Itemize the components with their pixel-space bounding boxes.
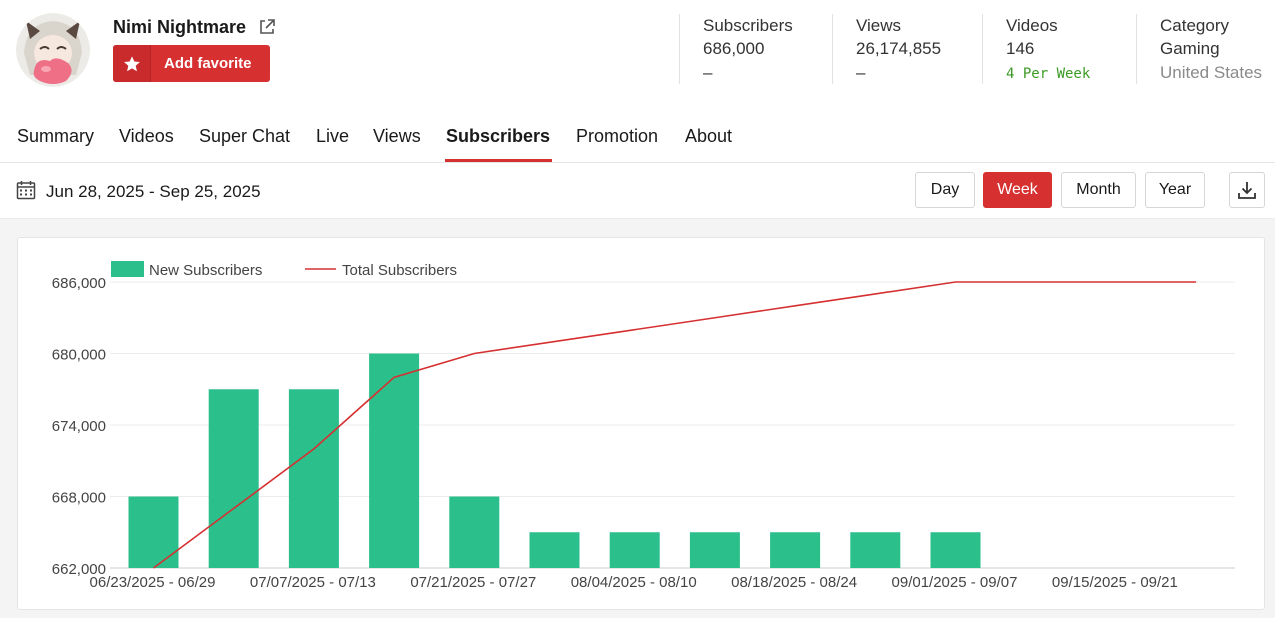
subscribers-chart-card: 686,000 680,000 674,000 668,000 662,000 06/23… xyxy=(17,237,1265,610)
range-year-button[interactable]: Year xyxy=(1145,172,1205,208)
add-favorite-label: Add favorite xyxy=(164,55,252,72)
download-icon xyxy=(1238,182,1256,199)
tab-bar: Summary Videos Super Chat Live Views Sub… xyxy=(0,110,1275,163)
bar-new-subscribers xyxy=(609,532,660,568)
bar-new-subscribers xyxy=(208,389,259,568)
y-tick-label: 668,000 xyxy=(52,490,106,507)
bar-new-subscribers xyxy=(128,496,179,568)
x-tick-label: 06/23/2025 - 06/29 xyxy=(90,574,216,591)
stat-value: Gaming xyxy=(1160,39,1220,58)
range-week-button[interactable]: Week xyxy=(983,172,1052,208)
tab-live[interactable]: Live xyxy=(316,126,350,146)
x-tick-label: 09/15/2025 - 09/21 xyxy=(1052,574,1178,591)
stat-sub: – xyxy=(856,63,866,82)
stat-sub: – xyxy=(703,63,713,82)
tab-about[interactable]: About xyxy=(685,126,733,146)
line-total-subscribers xyxy=(153,281,1197,569)
stat-sub: United States xyxy=(1160,63,1263,82)
bar-new-subscribers xyxy=(930,532,981,568)
star-icon xyxy=(113,45,151,82)
x-tick-label: 08/04/2025 - 08/10 xyxy=(571,574,697,591)
active-tab-indicator xyxy=(445,159,552,162)
x-tick-label: 08/18/2025 - 08/24 xyxy=(731,574,857,591)
tab-views[interactable]: Views xyxy=(373,126,421,146)
stat-sub: 4 Per Week xyxy=(1006,66,1091,82)
stat-videos: Videos 146 4 Per Week xyxy=(982,14,1136,84)
tab-summary[interactable]: Summary xyxy=(17,126,95,146)
tab-subscribers[interactable]: Subscribers xyxy=(446,126,551,146)
stat-value: 26,174,855 xyxy=(856,39,942,58)
bar-new-subscribers xyxy=(288,389,339,568)
bar-new-subscribers xyxy=(850,532,901,568)
stat-category: Category Gaming United States xyxy=(1136,14,1275,84)
tab-super-chat[interactable]: Super Chat xyxy=(199,126,291,146)
y-tick-label: 680,000 xyxy=(52,347,106,364)
stat-label: Subscribers xyxy=(703,16,793,35)
bar-new-subscribers xyxy=(449,496,500,568)
tab-videos[interactable]: Videos xyxy=(119,126,174,146)
download-button[interactable] xyxy=(1229,172,1265,208)
stat-label: Videos xyxy=(1006,16,1058,35)
bar-new-subscribers xyxy=(529,532,580,568)
legend-swatch-new-subscribers xyxy=(111,261,144,277)
channel-name: Nimi Nightmare xyxy=(113,17,247,37)
tab-promotion[interactable]: Promotion xyxy=(576,126,659,146)
x-tick-label: 07/21/2025 - 07/27 xyxy=(410,574,536,591)
bar-new-subscribers xyxy=(770,532,821,568)
chart-toolbar: Jun 28, 2025 - Sep 25, 2025 Day Week Mon… xyxy=(0,163,1275,219)
channel-header: Nimi Nightmare Add favorite Subscribers … xyxy=(0,0,1275,110)
stat-views: Views 26,174,855 – xyxy=(832,14,982,84)
date-range-picker[interactable]: Jun 28, 2025 - Sep 25, 2025 xyxy=(46,182,261,201)
external-link-icon[interactable] xyxy=(258,18,276,36)
y-tick-label: 662,000 xyxy=(52,561,106,578)
stat-value: 686,000 xyxy=(703,39,765,58)
range-day-button[interactable]: Day xyxy=(915,172,975,208)
stat-label: Views xyxy=(856,16,902,35)
add-favorite-button[interactable]: Add favorite xyxy=(113,45,270,82)
stat-label: Category xyxy=(1160,16,1229,35)
y-tick-label: 686,000 xyxy=(52,275,106,292)
range-month-button[interactable]: Month xyxy=(1061,172,1136,208)
calendar-icon[interactable] xyxy=(16,180,36,200)
legend-label-total-subscribers: Total Subscribers xyxy=(342,262,457,279)
x-tick-label: 09/01/2025 - 09/07 xyxy=(892,574,1018,591)
stat-subscribers: Subscribers 686,000 – xyxy=(679,14,832,84)
avatar[interactable] xyxy=(16,13,90,87)
bar-new-subscribers xyxy=(689,532,740,568)
legend-label-new-subscribers: New Subscribers xyxy=(149,262,262,279)
subscribers-chart: 686,000 680,000 674,000 668,000 662,00006/23… xyxy=(52,261,1235,591)
stat-value: 146 xyxy=(1006,39,1035,58)
x-tick-label: 07/07/2025 - 07/13 xyxy=(250,574,376,591)
bar-new-subscribers xyxy=(369,353,420,568)
y-tick-label: 674,000 xyxy=(52,418,106,435)
